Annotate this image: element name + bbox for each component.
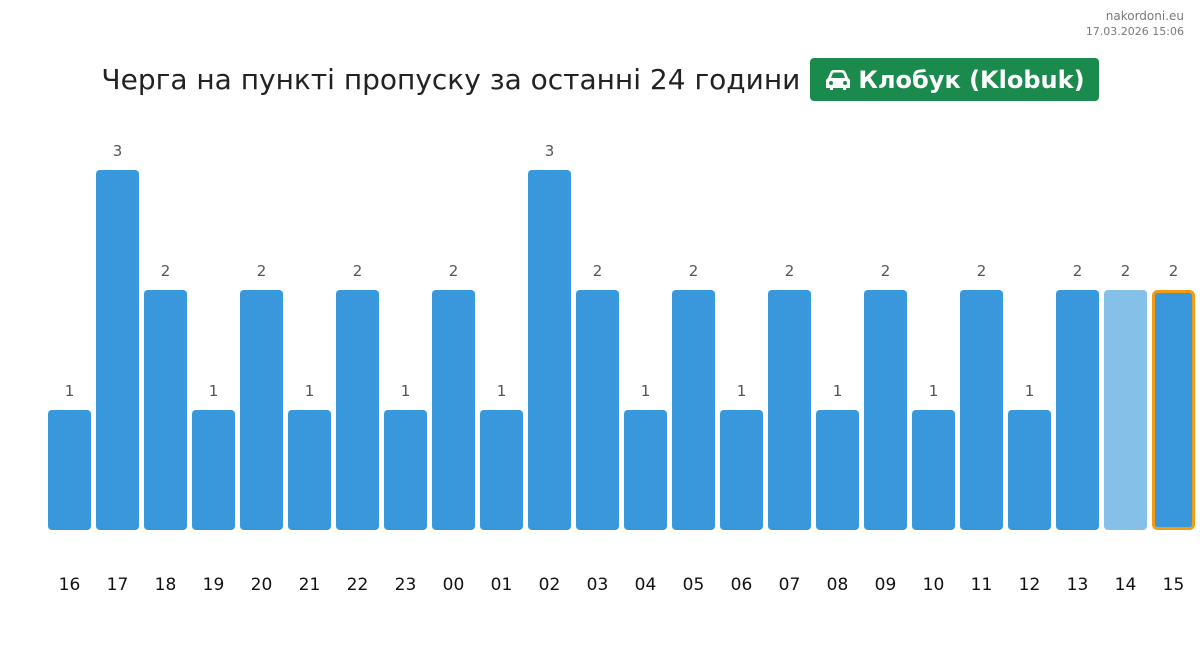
bar-06: [720, 410, 763, 530]
x-tick-label-01: 01: [491, 575, 513, 595]
x-tick-label-19: 19: [203, 575, 225, 595]
x-tick-label-04: 04: [635, 575, 657, 595]
data-label-02: 3: [545, 142, 555, 160]
watermark-site: nakordoni.eu: [1105, 9, 1184, 23]
bar-05: [672, 290, 715, 530]
bar-03: [576, 290, 619, 530]
x-tick-label-09: 09: [875, 575, 897, 595]
data-label-12: 1: [1025, 382, 1035, 400]
x-tick-label-21: 21: [299, 575, 321, 595]
bar-00: [432, 290, 475, 530]
bar-12: [1008, 410, 1051, 530]
bar-17: [96, 170, 139, 530]
bar-02: [528, 170, 571, 530]
bar-14: [1104, 290, 1147, 530]
data-label-03: 2: [593, 262, 603, 280]
bar-15: [1152, 290, 1195, 530]
data-label-01: 1: [497, 382, 507, 400]
bar-08: [816, 410, 859, 530]
car-icon: [826, 69, 851, 90]
x-tick-label-18: 18: [155, 575, 177, 595]
bar-13: [1056, 290, 1099, 530]
x-tick-label-12: 12: [1019, 575, 1041, 595]
data-label-22: 2: [353, 262, 363, 280]
data-label-23: 1: [401, 382, 411, 400]
data-label-00: 2: [449, 262, 459, 280]
data-label-18: 2: [161, 262, 171, 280]
bar-18: [144, 290, 187, 530]
data-label-16: 1: [65, 382, 75, 400]
data-label-14: 2: [1121, 262, 1131, 280]
data-label-15: 2: [1169, 262, 1179, 280]
data-label-17: 3: [113, 142, 123, 160]
bar-16: [48, 410, 91, 530]
data-label-21: 1: [305, 382, 315, 400]
data-label-05: 2: [689, 262, 699, 280]
x-tick-label-16: 16: [59, 575, 81, 595]
chart-title: Черга на пункті пропуску за останні 24 г…: [101, 63, 801, 96]
bar-07: [768, 290, 811, 530]
data-label-20: 2: [257, 262, 267, 280]
bar-22: [336, 290, 379, 530]
x-tick-label-20: 20: [251, 575, 273, 595]
bar-04: [624, 410, 667, 530]
watermark: nakordoni.eu 17.03.2026 15:06: [1086, 8, 1184, 40]
x-tick-label-14: 14: [1115, 575, 1137, 595]
data-label-10: 1: [929, 382, 939, 400]
bar-10: [912, 410, 955, 530]
bar-11: [960, 290, 1003, 530]
bar-01: [480, 410, 523, 530]
data-label-13: 2: [1073, 262, 1083, 280]
x-tick-label-03: 03: [587, 575, 609, 595]
x-tick-label-23: 23: [395, 575, 417, 595]
bar-09: [864, 290, 907, 530]
watermark-timestamp: 17.03.2026 15:06: [1085, 25, 1184, 38]
data-label-08: 1: [833, 382, 843, 400]
x-tick-label-00: 00: [443, 575, 465, 595]
x-tick-label-05: 05: [683, 575, 705, 595]
bar-23: [384, 410, 427, 530]
x-tick-label-06: 06: [731, 575, 753, 595]
x-tick-label-07: 07: [779, 575, 801, 595]
data-label-06: 1: [737, 382, 747, 400]
x-tick-label-13: 13: [1067, 575, 1089, 595]
x-tick-label-11: 11: [971, 575, 993, 595]
bar-19: [192, 410, 235, 530]
x-tick-label-10: 10: [923, 575, 945, 595]
data-label-04: 1: [641, 382, 651, 400]
x-tick-label-15: 15: [1163, 575, 1185, 595]
x-tick-label-02: 02: [539, 575, 561, 595]
data-label-11: 2: [977, 262, 987, 280]
bar-21: [288, 410, 331, 530]
x-tick-label-08: 08: [827, 575, 849, 595]
data-label-19: 1: [209, 382, 219, 400]
x-tick-label-22: 22: [347, 575, 369, 595]
chart-header: Черга на пункті пропуску за останні 24 г…: [0, 58, 1200, 101]
data-label-07: 2: [785, 262, 795, 280]
checkpoint-badge-label: Клобук (Klobuk): [858, 65, 1085, 94]
bar-20: [240, 290, 283, 530]
data-label-09: 2: [881, 262, 891, 280]
checkpoint-badge: Клобук (Klobuk): [810, 58, 1099, 101]
x-tick-label-17: 17: [107, 575, 129, 595]
